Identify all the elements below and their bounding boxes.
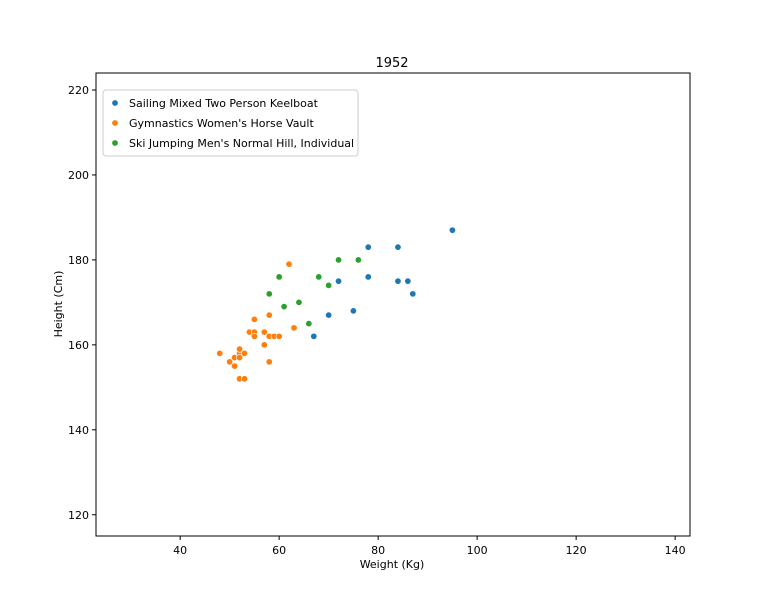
legend-label: Sailing Mixed Two Person Keelboat <box>129 97 319 110</box>
scatter-point <box>315 273 323 281</box>
scatter-point <box>236 354 244 362</box>
x-tick-label: 100 <box>467 544 488 557</box>
y-axis-label: Height (Cm) <box>52 271 65 338</box>
scatter-point <box>250 332 258 340</box>
scatter-point <box>250 315 258 323</box>
scatter-point <box>275 273 283 281</box>
y-tick-label: 220 <box>68 84 89 97</box>
legend: Sailing Mixed Two Person Keelboat Gymnast… <box>102 89 359 157</box>
y-tick-label: 180 <box>68 254 89 267</box>
scatter-point <box>325 311 333 319</box>
y-tick-label: 200 <box>68 169 89 182</box>
scatter-point <box>275 332 283 340</box>
scatter-point <box>448 226 456 234</box>
scatter-point <box>404 277 412 285</box>
x-tick-label: 80 <box>371 544 385 557</box>
legend-marker <box>111 139 119 147</box>
chart-title: 1952 <box>375 56 408 71</box>
y-tick-label: 160 <box>68 339 89 352</box>
plot-frame <box>95 72 691 537</box>
x-tick-label: 140 <box>665 544 686 557</box>
x-tick-label: 60 <box>272 544 286 557</box>
scatter-point <box>260 328 268 336</box>
scatter-point <box>226 358 234 366</box>
x-axis: 40 60 80 100 120 140 <box>173 536 686 557</box>
scatter-point <box>364 273 372 281</box>
scatter-point <box>236 345 244 353</box>
scatter-point <box>394 277 402 285</box>
scatter-point <box>260 341 268 349</box>
legend-marker <box>111 119 119 127</box>
scatter-points <box>216 226 456 383</box>
scatter-point <box>295 298 303 306</box>
scatter-point <box>354 256 362 264</box>
scatter-point <box>265 358 273 366</box>
y-tick-label: 120 <box>68 509 89 522</box>
scatter-point <box>290 324 298 332</box>
legend-label: Gymnastics Women's Horse Vault <box>129 117 314 130</box>
scatter-point <box>231 362 239 370</box>
scatter-point <box>216 349 224 357</box>
legend-box <box>102 89 359 157</box>
scatter-point <box>265 290 273 298</box>
scatter-point <box>335 256 343 264</box>
scatter-point <box>394 243 402 251</box>
scatter-point <box>305 320 313 328</box>
scatter-point <box>265 311 273 319</box>
scatter-point <box>280 303 288 311</box>
scatter-point <box>241 375 249 383</box>
legend-label: Ski Jumping Men's Normal Hill, Individua… <box>129 137 354 150</box>
x-axis-label: Weight (Kg) <box>360 558 425 571</box>
x-tick-label: 120 <box>566 544 587 557</box>
scatter-point <box>285 260 293 268</box>
legend-marker <box>111 99 119 107</box>
scatter-point <box>364 243 372 251</box>
scatter-point <box>349 307 357 315</box>
scatter-point <box>335 277 343 285</box>
x-tick-label: 40 <box>173 544 187 557</box>
y-axis: 120 140 160 180 200 220 <box>68 84 96 522</box>
scatter-point <box>409 290 417 298</box>
scatter-point <box>241 349 249 357</box>
scatter-point <box>325 281 333 289</box>
scatter-point <box>310 332 318 340</box>
y-tick-label: 140 <box>68 424 89 437</box>
